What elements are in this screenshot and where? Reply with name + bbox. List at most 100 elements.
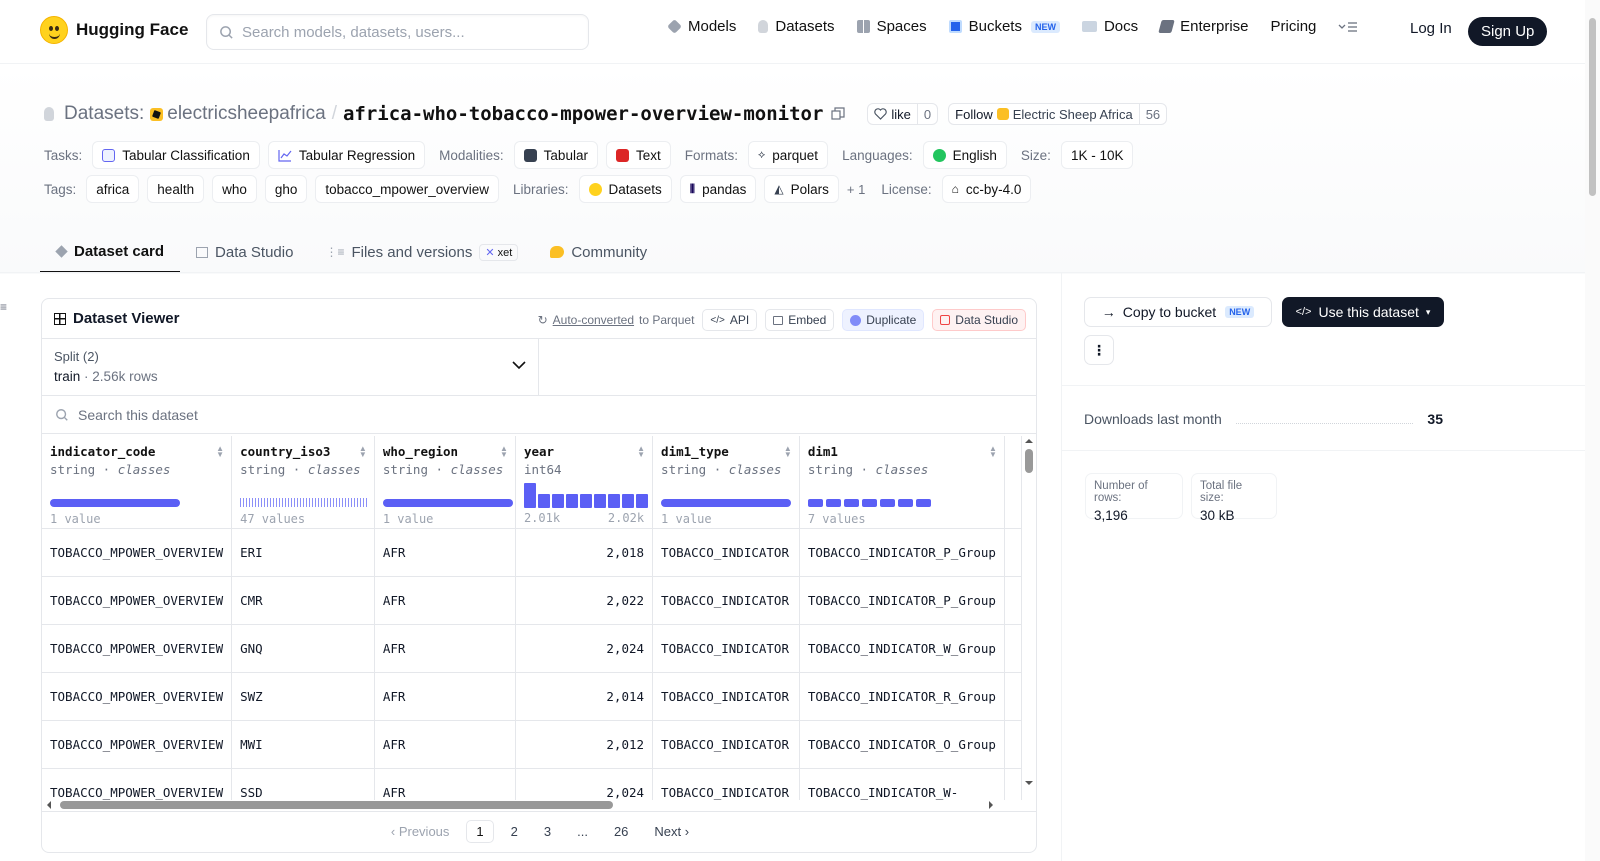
column-header[interactable]: country_iso3 string · classes ▲ ▼ 47 values xyxy=(231,436,375,529)
sort-icon[interactable]: ▲ ▼ xyxy=(358,444,367,459)
more-options-button[interactable]: ⋮ xyxy=(1084,335,1114,365)
table-row[interactable]: TOBACCO_MPOWER_OVERVIEW SSD AFR 2,024 TOBACC… xyxy=(42,768,1022,800)
library-chip[interactable]: ◭ Polars xyxy=(764,175,839,203)
like-button[interactable]: like 0 xyxy=(867,103,939,125)
dataset-viewer: Dataset Viewer ↻ Auto-converted to Parquet… xyxy=(41,298,1037,853)
table-row[interactable]: TOBACCO_MPOWER_OVERVIEW MWI AFR 2,012 TOBACC… xyxy=(42,720,1022,769)
task-chip[interactable]: Tabular Regression xyxy=(267,141,426,169)
global-search-input[interactable] xyxy=(242,23,562,41)
login-link[interactable]: Log In xyxy=(1410,20,1452,37)
tag-chip[interactable]: health xyxy=(147,175,205,203)
api-button[interactable]: </> API xyxy=(702,309,758,331)
tab-community[interactable]: Community xyxy=(534,231,663,273)
duplicate-button[interactable]: Duplicate xyxy=(842,309,925,331)
tag-chip[interactable]: tobacco_mpower_overview xyxy=(315,175,499,203)
split-selector[interactable]: Split (2) train · 2.56k rows xyxy=(42,339,539,396)
library-chip[interactable]: ⦀ pandas xyxy=(679,175,757,203)
brand-logo[interactable]: Hugging Face xyxy=(40,16,188,44)
more-libraries[interactable]: + 1 xyxy=(846,181,866,197)
dataset-name[interactable]: africa-who-tobacco-mpower-overview-monit… xyxy=(342,103,824,125)
nav-pricing[interactable]: Pricing xyxy=(1270,18,1317,35)
sort-icon[interactable]: ▲ ▼ xyxy=(637,444,646,459)
sort-icon[interactable]: ▲ ▼ xyxy=(216,444,225,459)
nav-models[interactable]: Models xyxy=(667,18,736,35)
copy-icon[interactable] xyxy=(831,107,846,121)
table-row[interactable]: TOBACCO_MPOWER_OVERVIEW ERI AFR 2,018 TOBACC… xyxy=(42,528,1022,577)
size-chip[interactable]: 1K - 10K xyxy=(1060,141,1134,169)
nav-buckets[interactable]: Buckets NEW xyxy=(948,18,1060,35)
bank-icon: ⌂ xyxy=(951,182,959,196)
tag-chip[interactable]: africa xyxy=(86,175,140,203)
previous-page-button[interactable]: ‹ Previous xyxy=(390,824,450,839)
follow-button[interactable]: Follow Electric Sheep Africa 56 xyxy=(948,103,1168,125)
code-icon: </> xyxy=(1295,306,1312,318)
dataset-card-icon xyxy=(55,244,68,258)
tag-chip[interactable]: gho xyxy=(264,175,308,203)
use-this-dataset-button[interactable]: </> Use this dataset ▾ xyxy=(1282,297,1444,327)
pagination: ‹ Previous 1 2 3 ... 26 Next › xyxy=(42,811,1036,851)
nav-docs[interactable]: Docs xyxy=(1081,18,1138,35)
viewer-title: Dataset Viewer xyxy=(54,310,179,327)
table-row[interactable]: TOBACCO_MPOWER_OVERVIEW CMR AFR 2,022 TOBACC… xyxy=(42,576,1022,625)
tab-data-studio[interactable]: Data Studio xyxy=(180,231,309,273)
dataset-search-input[interactable] xyxy=(78,406,678,423)
nav-enterprise[interactable]: Enterprise xyxy=(1158,18,1249,35)
page-button[interactable]: 26 xyxy=(613,824,629,839)
nav-datasets[interactable]: Datasets xyxy=(758,18,835,35)
next-page-button[interactable]: Next › xyxy=(654,824,690,839)
toc-toggle-icon[interactable]: ≡ xyxy=(0,300,8,314)
copy-to-bucket-button[interactable]: → Copy to bucket NEW xyxy=(1084,297,1272,327)
tab-dataset-card[interactable]: Dataset card xyxy=(40,231,181,273)
column-header[interactable]: indicator_code string · classes ▲ ▼ 1 value xyxy=(42,436,233,529)
column-header[interactable]: who_region string · classes ▲ ▼ 1 value xyxy=(374,436,516,529)
page-scrollbar-thumb[interactable] xyxy=(1589,18,1596,196)
embed-button[interactable]: Embed xyxy=(765,309,835,331)
column-distribution-bar xyxy=(50,499,180,507)
format-chip[interactable]: ⟡ parquet xyxy=(747,141,829,169)
table-header-row: indicator_code string · classes ▲ ▼ 1 value … xyxy=(42,436,1022,529)
tag-chip[interactable]: who xyxy=(212,175,257,203)
org-link[interactable]: electricsheepafrica xyxy=(150,103,326,125)
column-header[interactable]: dim1_type string · classes ▲ ▼ 1 value xyxy=(652,436,800,529)
sort-icon[interactable]: ▲ ▼ xyxy=(500,444,508,459)
table-row[interactable]: TOBACCO_MPOWER_OVERVIEW SWZ AFR 2,014 TOBACC… xyxy=(42,672,1022,721)
dataset-search[interactable] xyxy=(42,396,1036,434)
modalities-label: Modalities: xyxy=(439,147,504,163)
file-size-label: Total file size: xyxy=(1200,480,1243,504)
page-button[interactable]: 2 xyxy=(510,824,518,839)
language-chip[interactable]: English xyxy=(922,141,1007,169)
modality-chip[interactable]: Tabular xyxy=(513,141,598,169)
column-header[interactable]: year int64 ▲ ▼ 2.01k 2.02k xyxy=(515,436,654,529)
auto-converted-link[interactable]: Auto-converted xyxy=(552,313,635,327)
data-studio-button[interactable]: Data Studio xyxy=(932,309,1026,331)
tags-label: Tags: xyxy=(44,181,77,197)
library-chip[interactable]: Datasets xyxy=(578,175,672,203)
nav-more-menu[interactable] xyxy=(1338,20,1358,34)
signup-button[interactable]: Sign Up xyxy=(1468,17,1548,46)
polars-icon: ◭ xyxy=(774,182,784,196)
more-menu-icon xyxy=(1338,21,1358,32)
license-chip[interactable]: ⌂ cc-by-4.0 xyxy=(941,175,1032,203)
page-button-current[interactable]: 1 xyxy=(466,820,494,843)
table-vertical-scrollbar[interactable] xyxy=(1022,436,1036,799)
sort-icon[interactable]: ▲ ▼ xyxy=(989,444,997,459)
file-size-stat: Total file size: 30 kB xyxy=(1191,473,1277,523)
nav-spaces[interactable]: Spaces xyxy=(856,18,927,35)
table-row[interactable]: TOBACCO_MPOWER_OVERVIEW GNQ AFR 2,024 TOBACC… xyxy=(42,624,1022,673)
table-horizontal-scrollbar[interactable] xyxy=(42,798,1037,812)
parquet-icon: ⟡ xyxy=(757,148,766,161)
page-scrollbar[interactable] xyxy=(1585,0,1600,861)
modality-chip[interactable]: Text xyxy=(605,141,671,169)
task-chip[interactable]: Tabular Classification xyxy=(92,141,260,169)
histogram-min: 2.01k xyxy=(523,510,561,525)
tab-files-and-versions[interactable]: ⋮≡ Files and versions ✕ xet xyxy=(309,231,534,273)
formats-label: Formats: xyxy=(684,147,738,163)
sidebar-divider xyxy=(1061,450,1585,451)
license-label: License: xyxy=(881,181,932,197)
chevron-down-icon xyxy=(512,361,526,370)
viewer-actions: ↻ Auto-converted to Parquet </> API Embed D… xyxy=(538,309,1026,331)
column-header[interactable]: dim1 string · classes ▲ ▼ 7 values xyxy=(799,436,1005,529)
page-button[interactable]: 3 xyxy=(543,824,552,839)
sort-icon[interactable]: ▲ ▼ xyxy=(783,444,792,459)
global-search[interactable] xyxy=(206,14,589,50)
